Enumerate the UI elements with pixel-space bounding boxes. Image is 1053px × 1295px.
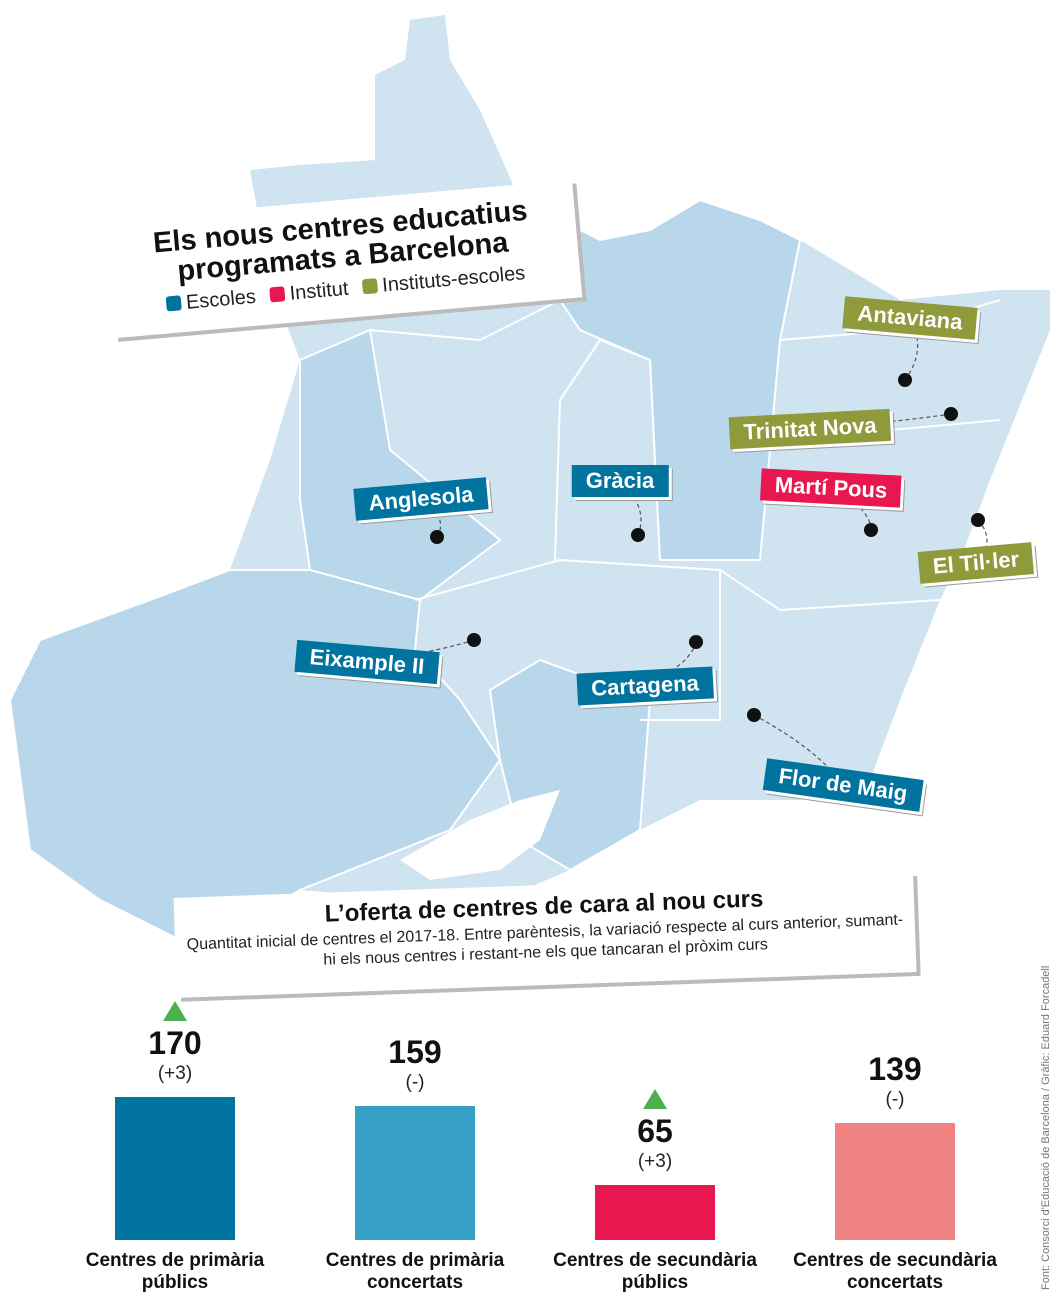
value-label: 159 [388, 1034, 442, 1071]
centre-label: Gràcia [571, 465, 669, 497]
legend-swatch [165, 295, 182, 312]
port [400, 790, 560, 880]
school-dot [689, 635, 703, 649]
school-dot [944, 407, 958, 421]
category-label: Centres de secundària públics [553, 1250, 757, 1293]
category-label: Centres de primària concertats [325, 1250, 505, 1293]
credit: Font: Consorci d'Educació de Barcelona /… [1040, 965, 1052, 1290]
school-dot [864, 523, 878, 537]
value-label: 170 [148, 1025, 202, 1061]
legend-item: Institut [269, 278, 350, 308]
legend-swatch [269, 286, 286, 303]
change-label: (-) [405, 1072, 425, 1094]
change-label: (+3) [157, 1063, 193, 1084]
change-label: (+3) [637, 1151, 673, 1173]
legend-swatch [361, 278, 378, 295]
school-dot [430, 530, 444, 544]
category-label: Centres de primària públics [85, 1250, 265, 1293]
legend-label: Institut [288, 277, 350, 305]
legend-item: Escoles [165, 286, 257, 317]
leader-line [753, 714, 844, 786]
district [299, 328, 502, 602]
trend-arrow [643, 1089, 667, 1110]
school-dot [898, 373, 912, 387]
bar [115, 1097, 235, 1240]
bar [595, 1185, 715, 1240]
legend-label: Escoles [185, 285, 257, 314]
change-label: (-) [885, 1089, 905, 1111]
bar [835, 1123, 955, 1240]
value-label: 139 [868, 1051, 922, 1088]
bar [355, 1106, 475, 1240]
trend-arrow [163, 1001, 187, 1021]
school-dot [631, 528, 645, 542]
school-dot [971, 513, 985, 527]
value-label: 65 [637, 1113, 673, 1150]
school-dot [747, 708, 761, 722]
category-label: Centres de secundària concertats [793, 1250, 997, 1293]
school-dot [467, 633, 481, 647]
